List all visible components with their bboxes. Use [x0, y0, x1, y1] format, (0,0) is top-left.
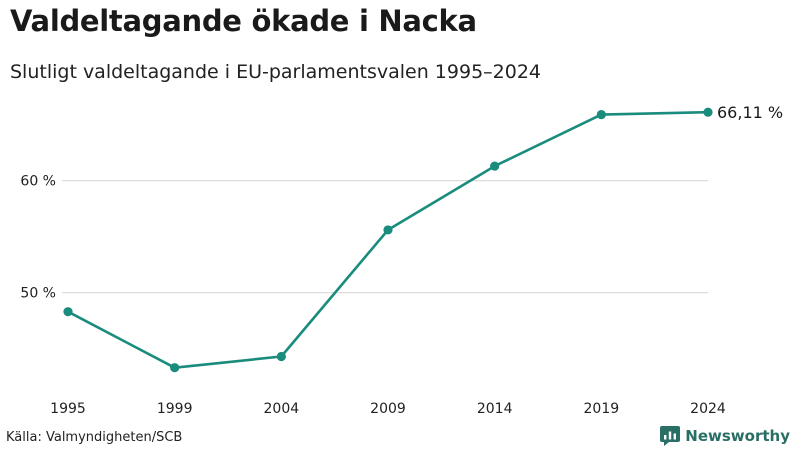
x-tick-label: 2019: [584, 401, 620, 417]
data-point-2009: [383, 225, 393, 235]
x-tick-label: 2024: [690, 401, 726, 417]
chart-title: Valdeltagande ökade i Nacka: [10, 4, 477, 38]
y-tick-label: 60 %: [20, 174, 56, 190]
x-tick-label: 2014: [477, 401, 513, 417]
series-line: [66, 110, 710, 370]
x-tick-label: 1995: [50, 401, 86, 417]
data-point-2004: [276, 351, 286, 362]
data-point-1995: [63, 307, 73, 317]
x-axis-ticks: 1995 1999 2004 2009 2014 2019 2024: [50, 401, 726, 417]
x-tick-label: 1999: [157, 401, 193, 417]
data-point-2024: [703, 107, 713, 117]
series-line-group: [66, 110, 710, 370]
end-value-label: 66,11 %: [717, 103, 783, 122]
y-tick-label: 50 %: [20, 286, 56, 302]
source-note: Källa: Valmyndigheten/SCB: [6, 430, 183, 445]
series-points: [63, 107, 713, 373]
x-tick-label: 2004: [264, 401, 300, 417]
data-point-1999: [170, 363, 180, 373]
data-labels: 66,11 %: [717, 103, 783, 122]
y-axis-ticks: 50 % 60 %: [20, 174, 56, 302]
newsworthy-logo-icon: [660, 426, 681, 446]
data-point-2019: [596, 109, 606, 120]
x-tick-label: 2009: [370, 401, 406, 417]
chart-subtitle: Slutligt valdeltagande i EU-parlamentsva…: [10, 61, 542, 83]
data-point-2014: [490, 161, 500, 171]
brand-logo: Newsworthy: [660, 426, 790, 446]
brand-name: Newsworthy: [685, 427, 790, 445]
gridlines: [62, 180, 708, 294]
